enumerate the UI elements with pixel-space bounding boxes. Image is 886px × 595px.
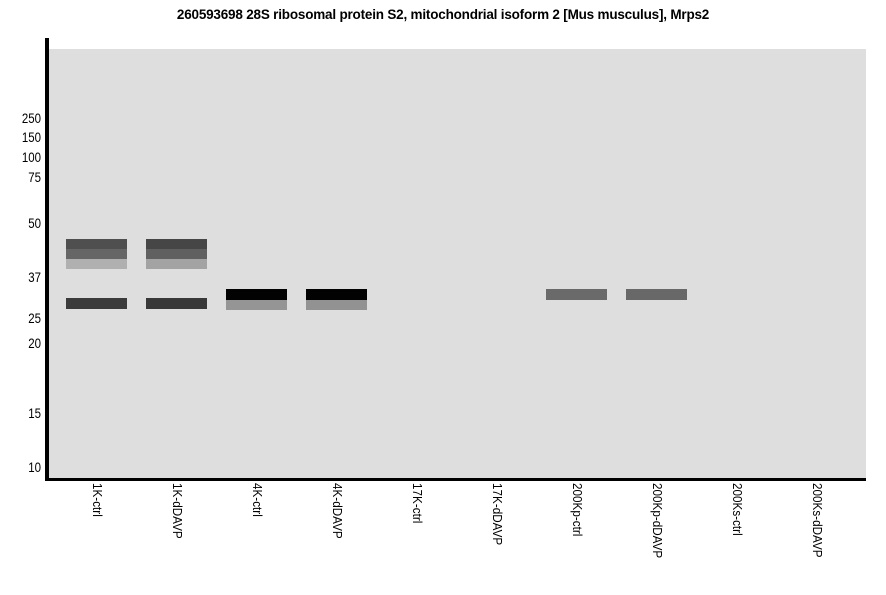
band [66,239,127,249]
x-axis-line [45,477,866,481]
x-tick-label: 200Kp-dDAVP [649,483,665,559]
y-tick-label: 10 [28,459,41,475]
y-tick-label: 37 [28,269,41,285]
band [146,298,207,309]
band [66,248,127,259]
band [66,298,127,309]
band [146,239,207,249]
band [306,289,367,301]
chart-title: 260593698 28S ribosomal protein S2, mito… [176,7,710,22]
band [66,258,127,269]
y-tick-label: 50 [28,215,41,231]
x-tick-label: 17K-dDAVP [489,483,505,546]
band [146,248,207,259]
x-tick-label: 200Ks-dDAVP [809,483,825,558]
y-tick-label: 15 [28,405,41,421]
y-tick-label: 20 [28,335,41,351]
band [226,300,287,311]
y-tick-label: 25 [28,310,41,326]
band [226,289,287,301]
band [626,288,687,300]
x-tick-label: 17K-ctrl [409,483,425,524]
plot-area [49,49,866,478]
x-tick-label: 1K-ctrl [89,483,105,517]
y-tick-label: 75 [28,169,41,185]
band [146,258,207,269]
x-tick-label: 1K-dDAVP [169,483,185,539]
x-tick-label: 4K-ctrl [249,483,265,517]
band [306,300,367,311]
x-tick-label: 4K-dDAVP [329,483,345,539]
y-tick-label: 150 [21,129,41,145]
band [546,288,607,300]
x-tick-label: 200Kp-ctrl [569,483,585,537]
y-tick-label: 100 [21,149,41,165]
y-axis-line [45,38,49,481]
x-tick-label: 200Ks-ctrl [729,483,745,536]
y-tick-label: 250 [21,110,41,126]
